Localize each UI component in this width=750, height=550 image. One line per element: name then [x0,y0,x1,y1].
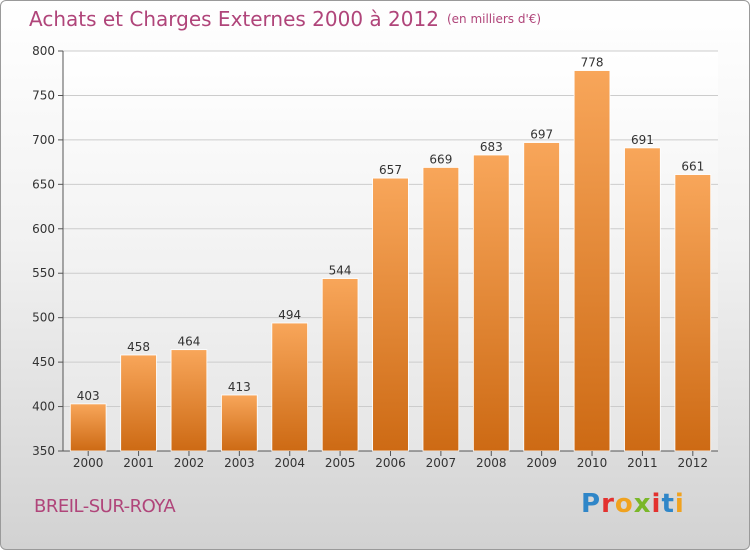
chart-title-text: Achats et Charges Externes 2000 à 2012 [29,7,439,31]
x-tick-label: 2000 [73,456,104,470]
logo-letter: o [614,489,634,519]
logo-letter: i [651,489,662,519]
x-tick-label: 2008 [476,456,507,470]
data-label: 697 [530,128,553,142]
data-label: 544 [329,264,352,278]
bar [69,403,107,452]
bar [221,394,258,452]
logo-letter: r [601,489,615,519]
y-tick-label: 800 [32,44,55,58]
logo-letter: P [581,489,602,519]
y-tick-label: 600 [32,222,55,236]
bar [523,142,560,452]
x-tick-label: 2009 [526,456,557,470]
y-tick-label: 500 [32,311,55,325]
chart-unit: (en milliers d'€) [446,12,542,26]
x-tick-label: 2010 [577,456,608,470]
x-tick-label: 2006 [375,456,406,470]
logo-letter: x [633,489,652,519]
logo-letter: t [661,489,675,519]
x-tick-label: 2004 [274,456,305,470]
data-label: 458 [127,340,150,354]
x-tick-label: 2007 [426,456,457,470]
chart-title: Achats et Charges Externes 2000 à 2012 (e… [29,7,541,31]
data-label: 669 [429,152,452,166]
x-tick-label: 2001 [123,456,154,470]
bar [271,322,309,452]
commune-name: BREIL-SUR-ROYA [34,496,176,517]
y-tick-label: 550 [32,266,55,280]
bar [422,167,460,452]
bar [170,349,208,452]
logo-letter: i [674,489,685,519]
proxiti-logo: Proxiti [581,489,685,519]
data-label: 661 [681,160,704,174]
x-tick-label: 2005 [325,456,356,470]
y-tick-label: 450 [32,355,55,369]
bar [120,354,157,452]
data-label: 657 [379,163,402,177]
bar [674,174,712,452]
x-tick-label: 2012 [678,456,709,470]
bar [321,278,359,452]
data-label: 464 [178,335,201,349]
x-tick-label: 2002 [174,456,205,470]
bar [472,154,510,452]
y-tick-label: 750 [32,88,55,102]
x-tick-label: 2003 [224,456,255,470]
y-tick-label: 700 [32,133,55,147]
bar [573,70,611,452]
y-tick-label: 400 [32,400,55,414]
data-label: 494 [278,308,301,322]
data-label: 691 [631,133,654,147]
bar [372,177,409,452]
bar [624,147,661,452]
data-label: 778 [581,56,604,70]
data-label: 683 [480,140,503,154]
y-tick-label: 650 [32,177,55,191]
data-label: 413 [228,380,251,394]
y-tick-label: 350 [32,444,55,458]
x-tick-label: 2011 [627,456,658,470]
data-label: 403 [77,389,100,403]
